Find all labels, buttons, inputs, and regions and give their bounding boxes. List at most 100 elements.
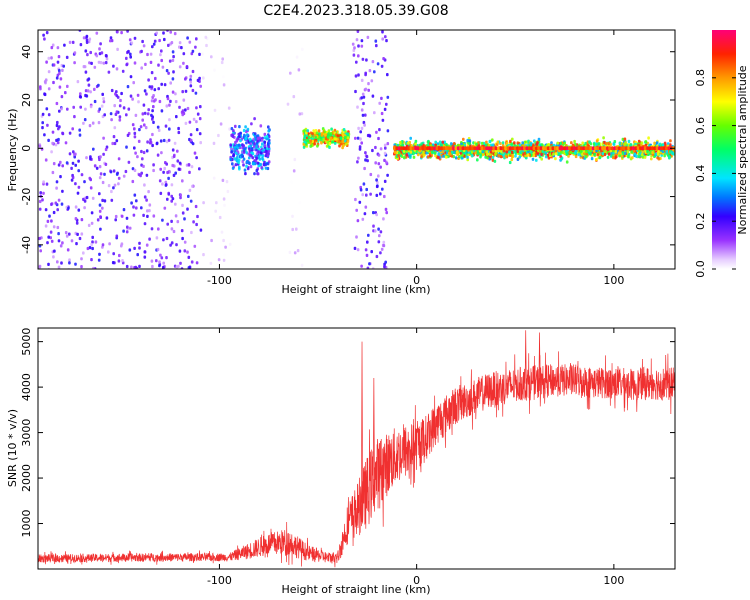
spectrogram-cell <box>336 134 340 138</box>
spectrogram-cell <box>100 104 104 108</box>
spectrogram-cell <box>378 101 381 105</box>
spectrogram-cell <box>52 63 56 67</box>
spectrogram-cell <box>320 141 323 145</box>
spectrogram-cell <box>82 65 86 69</box>
spectrogram-cell <box>409 150 413 154</box>
spectrogram-ridge-cell <box>658 146 661 151</box>
spectrogram-ridge-cell <box>544 146 548 151</box>
spectrogram-cell <box>420 155 423 159</box>
spectrogram-cell <box>623 151 627 155</box>
spectrogram-cell <box>132 205 135 209</box>
spectrogram-cell <box>380 96 383 100</box>
spectrogram-cell <box>165 162 168 166</box>
colorbar-tick-label: 0.6 <box>694 117 707 135</box>
spectrogram-cell <box>601 152 605 156</box>
spectrogram-cell <box>153 88 157 92</box>
spectrogram-cell <box>191 184 194 188</box>
spectrogram-cell <box>178 105 181 109</box>
spectrogram-cell <box>173 141 177 145</box>
spectrogram-cell <box>243 168 247 172</box>
spectrogram-cell <box>199 141 202 145</box>
spectrogram-ridge-cell <box>504 146 508 151</box>
spectrogram-cell <box>598 156 602 160</box>
spectrogram-cell <box>360 96 363 100</box>
spectrogram-cell <box>65 161 69 165</box>
spectrogram-cell <box>184 108 187 112</box>
spectrogram-cell <box>121 259 124 263</box>
spectrogram-cell <box>316 144 319 148</box>
spectrogram-cell <box>185 65 189 69</box>
spectrogram-cell <box>128 38 132 42</box>
spectrogram-cell <box>163 37 166 42</box>
spectrogram-cell <box>603 150 606 154</box>
spectrogram-cell <box>595 139 599 143</box>
spectrogram-cell <box>129 55 132 59</box>
spectrogram-ridge-cell <box>646 146 650 151</box>
spectrogram-cell <box>486 156 489 160</box>
spectrogram-cell <box>38 207 42 211</box>
spectrogram-cell <box>381 187 384 191</box>
spectrogram-cell <box>468 139 472 143</box>
spectrogram-cell <box>140 49 143 53</box>
spectrogram-cell <box>127 49 130 54</box>
spectrogram-ridge-cell <box>475 146 479 151</box>
spectrogram-cell <box>361 193 364 197</box>
spectrogram-cell <box>491 143 495 147</box>
spectrogram-cell <box>166 197 169 201</box>
spectrogram-ridge-cell <box>419 146 422 151</box>
spectrogram-cell <box>301 47 304 51</box>
spectrogram-cell <box>368 69 372 73</box>
spectrogram-cell <box>244 125 247 129</box>
spectrogram-x-tick-label: 0 <box>413 274 420 287</box>
spectrogram-cell <box>447 154 450 159</box>
spectrogram-cell <box>39 249 42 253</box>
spectrogram-cell <box>142 150 146 155</box>
spectrogram-cell <box>377 227 380 231</box>
spectrogram-cell <box>104 61 108 65</box>
spectrogram-cell <box>466 155 469 159</box>
spectrogram-cell <box>418 143 421 147</box>
spectrogram-cell <box>438 140 442 144</box>
spectrogram-ridge-cell <box>445 146 448 151</box>
spectrogram-cell <box>381 37 384 41</box>
spectrogram-ridge-cell <box>525 146 529 151</box>
spectrogram-cell <box>90 221 94 225</box>
spectrogram-cell <box>183 249 187 253</box>
spectrogram-ridge-cell <box>565 146 569 151</box>
spectrogram-cell <box>293 157 297 162</box>
spectrogram-cell <box>198 117 202 121</box>
spectrogram-cell <box>362 120 366 125</box>
spectrogram-cell <box>45 31 49 35</box>
spectrogram-cell <box>365 58 368 62</box>
spectrogram-cell <box>167 71 170 75</box>
spectrogram-cell <box>167 176 170 180</box>
spectrogram-cell <box>369 172 373 177</box>
spectrogram-cell <box>121 69 125 73</box>
spectrogram-cell <box>84 93 87 98</box>
spectrogram-cell <box>433 151 437 155</box>
spectrogram-cell <box>149 60 153 64</box>
spectrogram-cell <box>72 105 75 109</box>
spectrogram-cell <box>565 160 569 164</box>
spectrogram-cell <box>151 264 154 269</box>
spectrogram-cell <box>51 170 55 175</box>
spectrogram-cell <box>41 121 44 125</box>
spectrogram-cell <box>491 138 494 142</box>
spectrogram-cell <box>491 155 495 160</box>
spectrogram-cell <box>55 138 58 142</box>
spectrogram-cell <box>437 156 440 160</box>
spectrogram-cell <box>133 246 136 250</box>
spectrogram-cell <box>219 122 223 126</box>
spectrogram-ridge-cell <box>426 146 430 151</box>
spectrogram-cell <box>110 118 113 122</box>
spectrogram-cell <box>132 81 135 85</box>
spectrogram-cell <box>354 136 357 140</box>
spectrogram-cell <box>178 41 182 45</box>
spectrogram-cell <box>237 143 241 147</box>
spectrogram-cell <box>136 253 139 257</box>
spectrogram-ridge-cell <box>492 146 496 151</box>
spectrogram-cell <box>237 132 241 136</box>
spectrogram-cell <box>488 140 492 144</box>
spectrogram-cell <box>160 49 163 53</box>
spectrogram-cell <box>263 140 267 144</box>
